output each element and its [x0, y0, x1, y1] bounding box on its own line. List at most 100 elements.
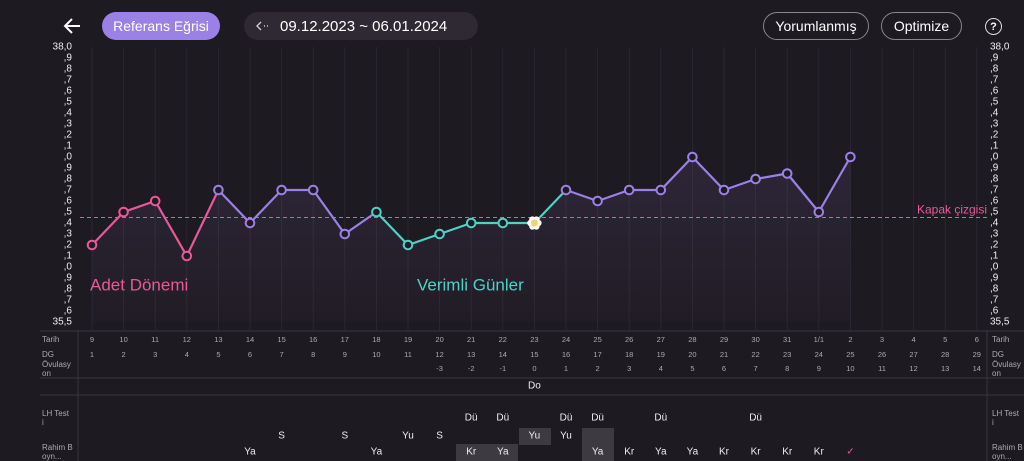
- row-cell: Kr: [719, 447, 730, 458]
- row-label-right: Tarih: [992, 335, 1009, 344]
- row-cell: Kr: [466, 447, 477, 458]
- x-tick-label: 4: [912, 335, 916, 344]
- row-cell: Dü: [465, 413, 478, 424]
- row-cell: 14: [499, 350, 507, 359]
- row-cell: Ya: [592, 447, 604, 458]
- row-cell: S: [436, 431, 443, 442]
- x-tick-label: 29: [720, 335, 728, 344]
- row-cell: 6: [248, 350, 252, 359]
- row-cell: ✓: [846, 447, 854, 458]
- temperature-point: [465, 217, 477, 229]
- row-cell: 22: [751, 350, 759, 359]
- row-cell: Yu: [560, 431, 572, 442]
- row-label-right: Övulasy on: [992, 360, 1021, 378]
- x-tick-label: 22: [499, 335, 507, 344]
- row-cell: 1: [564, 364, 568, 373]
- x-tick-label: 6: [975, 335, 979, 344]
- temperature-point: [307, 184, 319, 196]
- y-tick-label: ,7: [64, 295, 73, 306]
- row-label-right: LH Test i: [992, 409, 1020, 427]
- temperature-point: [813, 206, 825, 218]
- row-cell: 13: [467, 350, 475, 359]
- temperature-point: [276, 184, 287, 196]
- x-tick-label: 31: [783, 335, 791, 344]
- y-tick-label: ,0: [64, 152, 73, 163]
- row-cell: 4: [659, 364, 663, 373]
- interpreted-button[interactable]: Yorumlanmış: [763, 12, 869, 40]
- y2-tick-label: 35,5: [990, 317, 1010, 328]
- row-cell: Ya: [371, 447, 383, 458]
- row-cell: 15: [530, 350, 538, 359]
- y2-tick-label: ,6: [990, 196, 999, 207]
- y2-tick-label: ,7: [990, 75, 999, 86]
- y2-tick-label: ,8: [990, 64, 999, 75]
- row-cell: 5: [690, 364, 694, 373]
- date-range-text: 09.12.2023 ~ 06.01.2024: [280, 17, 448, 35]
- row-cell: 26: [878, 350, 886, 359]
- temperature-segment: [375, 211, 409, 246]
- y-tick-label: ,9: [64, 163, 73, 174]
- y-tick-label: ,5: [64, 207, 73, 218]
- y2-tick-label: ,8: [990, 284, 999, 295]
- temperature-point: [149, 195, 161, 207]
- row-cell: Yu: [402, 431, 414, 442]
- date-range[interactable]: 09.12.2023 ~ 06.01.2024: [244, 12, 478, 40]
- annotation: Verimli Günler: [417, 275, 524, 294]
- y2-tick-label: ,6: [990, 86, 999, 97]
- temperature-point: [592, 195, 603, 207]
- x-tick-label: 13: [214, 335, 222, 344]
- temperature-point: [497, 217, 509, 229]
- temperature-segment: [597, 188, 630, 203]
- x-tick-label: 21: [467, 335, 475, 344]
- temperature-segment: [217, 189, 251, 224]
- optimize-button[interactable]: Optimize: [881, 12, 962, 40]
- row-label: DG: [42, 350, 54, 359]
- y-tick-label: ,6: [64, 306, 73, 317]
- row-cell: 25: [846, 350, 854, 359]
- y-tick-label: ,8: [64, 64, 73, 75]
- row-cell: 8: [785, 364, 789, 373]
- row-cell: -3: [436, 364, 443, 373]
- y2-tick-label: ,3: [990, 119, 999, 130]
- temperature-segment: [817, 156, 852, 213]
- row-cell: 10: [372, 350, 380, 359]
- y-tick-label: ,0: [64, 262, 73, 273]
- x-tick-label: 24: [562, 335, 570, 344]
- row-cell: 23: [783, 350, 791, 359]
- row-cell: 12: [435, 350, 443, 359]
- y2-tick-label: ,7: [990, 295, 999, 306]
- y-tick-label: ,3: [64, 119, 73, 130]
- temperature-segment: [123, 199, 156, 214]
- row-cell: 7: [754, 364, 758, 373]
- row-cell: 2: [122, 350, 126, 359]
- temperature-point: [623, 184, 635, 196]
- temperature-point: [244, 217, 256, 229]
- reference-button[interactable]: Referans Eğrisi: [102, 12, 220, 40]
- temperature-segment: [565, 188, 598, 203]
- row-cell: 19: [657, 350, 665, 359]
- y2-tick-label: ,9: [990, 273, 999, 284]
- help-button[interactable]: ?: [985, 18, 1002, 35]
- y2-tick-label: ,4: [990, 218, 999, 229]
- y-tick-label: ,1: [64, 251, 73, 262]
- temperature-segment: [786, 172, 820, 213]
- row-cell: 3: [627, 364, 631, 373]
- temperature-segment: [533, 189, 567, 224]
- back-button[interactable]: [62, 16, 82, 36]
- y-tick-label: 38,0: [53, 42, 73, 53]
- row-cell: S: [341, 431, 348, 442]
- row-cell: 20: [688, 350, 696, 359]
- x-tick-label: 16: [309, 335, 317, 344]
- row-cell: Kr: [624, 447, 635, 458]
- cell-highlight: [519, 428, 551, 445]
- y-tick-label: ,7: [64, 75, 73, 86]
- row-cell: 9: [343, 350, 347, 359]
- temperature-point: [434, 228, 445, 240]
- y2-tick-label: ,0: [990, 152, 999, 163]
- row-cell: 11: [404, 350, 412, 359]
- y2-tick-label: ,5: [990, 97, 999, 108]
- x-tick-label: 30: [751, 335, 759, 344]
- x-tick-label: 5: [943, 335, 947, 344]
